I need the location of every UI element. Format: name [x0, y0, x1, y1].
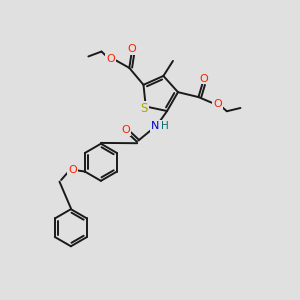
Text: H: H	[161, 121, 169, 131]
Text: O: O	[213, 99, 222, 109]
Text: S: S	[141, 102, 148, 115]
Text: O: O	[106, 55, 115, 64]
Text: N: N	[151, 121, 159, 131]
Text: O: O	[121, 125, 130, 135]
Text: O: O	[68, 165, 77, 175]
Text: O: O	[199, 74, 208, 83]
Text: O: O	[127, 44, 136, 54]
